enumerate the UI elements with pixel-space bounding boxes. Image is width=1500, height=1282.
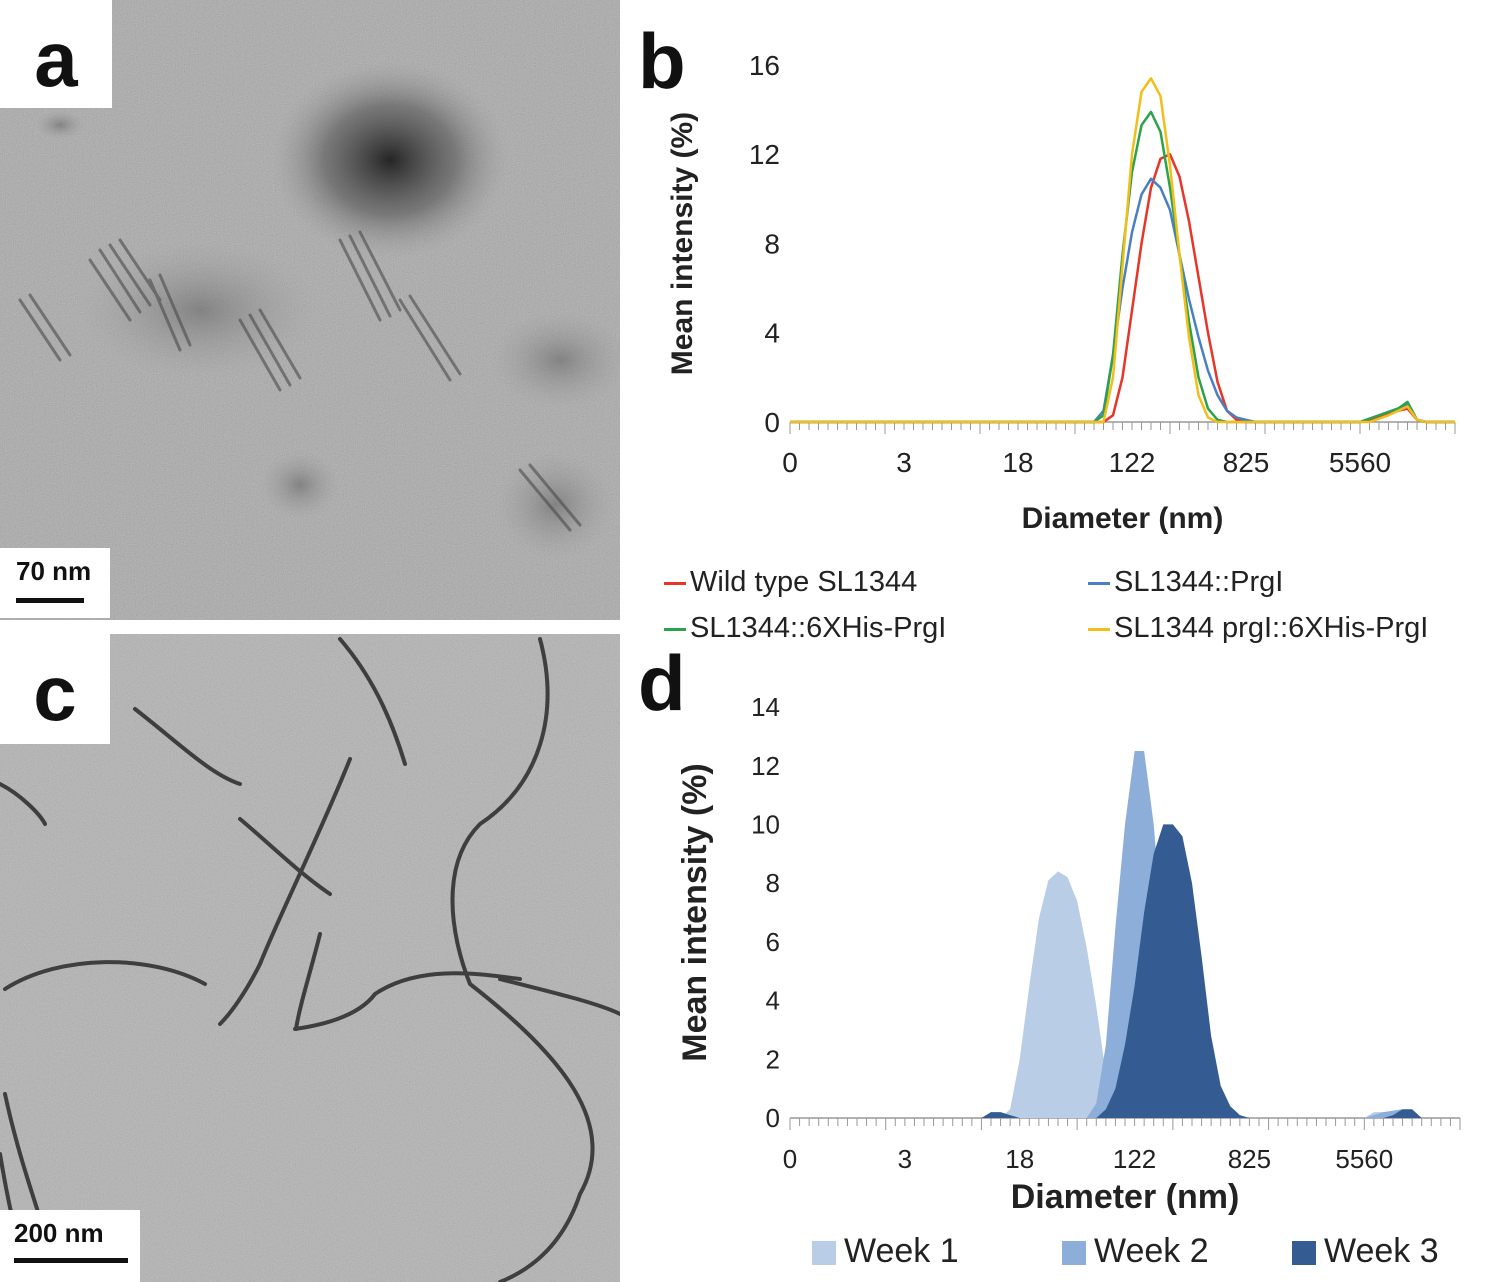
legend-b-item: SL1344::PrgI bbox=[1088, 566, 1283, 599]
x-tick-label: 0 bbox=[783, 1144, 797, 1174]
x-tick-label: 5560 bbox=[1335, 1144, 1393, 1174]
legend-b-item: Wild type SL1344 bbox=[664, 566, 917, 599]
y-tick-label: 12 bbox=[751, 751, 780, 781]
x-tick-label: 5560 bbox=[1329, 447, 1391, 478]
legend-b-item: SL1344::6XHis-PrgI bbox=[664, 612, 946, 645]
scale-bar-a: 70 nm bbox=[0, 548, 110, 618]
y-axis-title: Mean intensity (%) bbox=[666, 112, 699, 375]
legend-d-item: Week 3 bbox=[1292, 1232, 1439, 1271]
x-tick-label: 3 bbox=[896, 447, 912, 478]
panel-label-c: c bbox=[0, 634, 110, 744]
y-tick-label: 8 bbox=[766, 868, 780, 898]
x-tick-label: 0 bbox=[782, 447, 798, 478]
legend-b-label: SL1344::6XHis-PrgI bbox=[690, 612, 947, 644]
panel-label-a: a bbox=[0, 0, 112, 108]
legend-b-label: Wild type SL1344 bbox=[690, 566, 918, 598]
legend-b-label: SL1344::PrgI bbox=[1114, 566, 1284, 598]
panel-label-d: d bbox=[638, 639, 686, 727]
y-tick-label: 2 bbox=[766, 1044, 780, 1074]
scale-bar-a-label: 70 nm bbox=[16, 556, 92, 586]
scale-bar-c-label: 200 nm bbox=[14, 1218, 104, 1248]
x-tick-label: 122 bbox=[1109, 447, 1156, 478]
y-tick-label: 10 bbox=[751, 810, 780, 840]
legend-b-swatch bbox=[664, 581, 686, 585]
legend-d-swatch bbox=[1292, 1241, 1316, 1265]
x-tick-label: 18 bbox=[1002, 447, 1033, 478]
y-tick-label: 14 bbox=[751, 692, 780, 722]
scale-bar-c: 200 nm bbox=[0, 1210, 140, 1282]
y-tick-label: 12 bbox=[749, 139, 780, 170]
x-axis-title: Diameter (nm) bbox=[1011, 1178, 1240, 1216]
y-tick-label: 0 bbox=[764, 407, 780, 438]
series-sl1344-6xhis-prgi-line bbox=[790, 110, 1455, 424]
legend-b-swatch bbox=[1088, 581, 1110, 585]
x-tick-label: 3 bbox=[898, 1144, 912, 1174]
legend-d-item: Week 2 bbox=[1062, 1232, 1209, 1271]
legend-d-swatch bbox=[812, 1241, 836, 1265]
scale-bar-a-line bbox=[16, 598, 84, 603]
legend-d-label: Week 1 bbox=[844, 1232, 959, 1270]
y-tick-label: 4 bbox=[766, 986, 780, 1016]
y-axis-title: Mean intensity (%) bbox=[676, 763, 714, 1061]
legend-b-label: SL1344 prgI::6XHis-PrgI bbox=[1114, 612, 1429, 644]
legend-d-item: Week 1 bbox=[812, 1232, 959, 1271]
y-tick-label: 4 bbox=[764, 318, 780, 349]
legend-d-label: Week 2 bbox=[1094, 1232, 1209, 1270]
x-axis-title: Diameter (nm) bbox=[1022, 502, 1224, 535]
x-tick-label: 825 bbox=[1228, 1144, 1271, 1174]
series-week-3-area bbox=[790, 824, 1460, 1118]
chart-d: 0 3 18 122 825 5560 0 2 4 6 8 10 12 14 Diameter (nm) Me… bbox=[676, 692, 1461, 1216]
x-tick-label: 18 bbox=[1005, 1144, 1034, 1174]
legend-b-swatch bbox=[1088, 627, 1110, 631]
legend-b-swatch bbox=[664, 627, 686, 631]
scale-bar-c-line bbox=[14, 1258, 128, 1263]
y-tick-label: 16 bbox=[749, 50, 780, 81]
panel-label-b: b bbox=[638, 17, 686, 105]
legend-b-item: SL1344 prgI::6XHis-PrgI bbox=[1088, 612, 1428, 645]
chart-b: 0 3 18 122 825 5560 0 4 8 12 16 Diameter (nm) Mean i… bbox=[666, 50, 1456, 535]
series-week-2-area bbox=[790, 751, 1460, 1118]
x-tick-label: 122 bbox=[1113, 1144, 1156, 1174]
y-tick-label: 8 bbox=[764, 228, 780, 259]
x-tick-label: 825 bbox=[1223, 447, 1270, 478]
legend-d-label: Week 3 bbox=[1324, 1232, 1439, 1270]
legend-d-swatch bbox=[1062, 1241, 1086, 1265]
series-sl1344-prgi-line bbox=[790, 177, 1455, 424]
y-tick-label: 0 bbox=[766, 1103, 780, 1133]
series-sl1344-prgi-6xhis-prgi-line bbox=[790, 77, 1455, 424]
y-tick-label: 6 bbox=[766, 927, 780, 957]
